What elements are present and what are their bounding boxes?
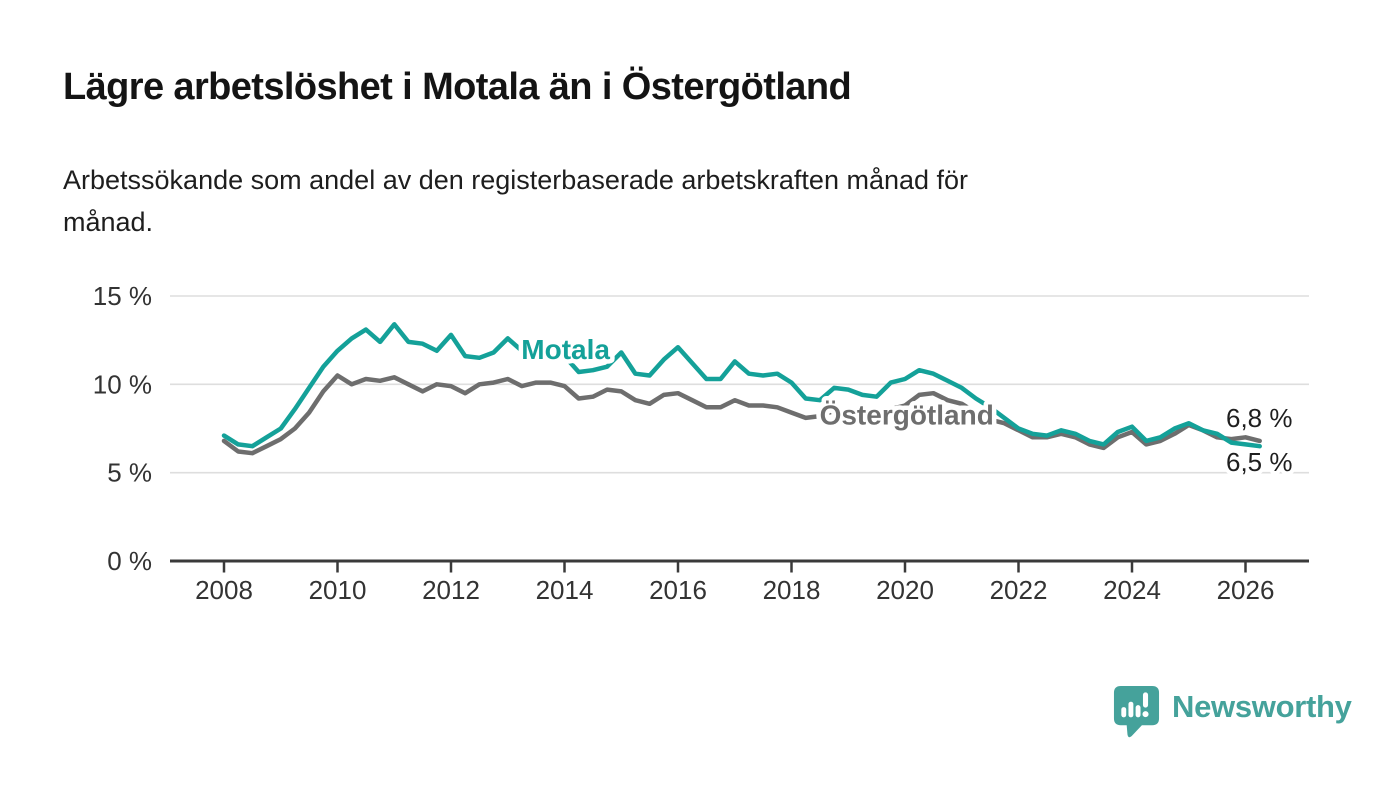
logo-exclamation-bar	[1142, 692, 1149, 708]
y-tick-label: 10 %	[93, 369, 152, 399]
x-tick-label: 2008	[195, 575, 253, 605]
y-tick-label: 5 %	[107, 458, 152, 488]
end-value-label-ostergotland: 6,8 %	[1226, 403, 1293, 433]
newsworthy-logo-icon	[1113, 686, 1160, 738]
x-tick-label: 2018	[763, 575, 821, 605]
chart-subtitle-line-2: månad.	[63, 206, 154, 237]
x-axis	[170, 559, 1309, 573]
series-label-östergötland: Östergötland	[820, 400, 994, 431]
x-axis-labels: 2008 2010 2012 2014 2016 2018 2020 2022 2024 2026	[195, 575, 1274, 605]
x-tick-label: 2010	[309, 575, 367, 605]
logo-exclamation-dot	[1142, 711, 1149, 718]
newsworthy-logo-text: Newsworthy	[1172, 688, 1352, 724]
x-tick-label: 2022	[990, 575, 1048, 605]
chart-subtitle-line-1: Arbetssökande som andel av den registerb…	[63, 165, 969, 195]
y-axis-labels: 0 % 5 % 10 % 15 %	[93, 281, 152, 576]
logo-bar-1	[1121, 707, 1127, 718]
series-lines	[221, 322, 1262, 456]
y-tick-label: 15 %	[93, 281, 152, 311]
series-annotations: Östergötland Motala 6,8 % 6,5 %	[517, 330, 1297, 482]
x-tick-label: 2024	[1103, 575, 1161, 605]
logo-bar-2	[1128, 701, 1134, 718]
series-label-motala: Motala	[521, 334, 610, 365]
x-tick-label: 2016	[649, 575, 707, 605]
y-tick-label: 0 %	[107, 546, 152, 576]
x-tick-label: 2026	[1217, 575, 1275, 605]
chart-subtitle: Arbetssökande som andel av den registerb…	[63, 160, 1353, 244]
logo-bar-3	[1135, 705, 1141, 718]
end-value-label-motala: 6,5 %	[1226, 447, 1293, 477]
page-title: Lägre arbetslöshet i Motala än i Östergö…	[63, 66, 852, 108]
x-tick-label: 2020	[876, 575, 934, 605]
gridlines	[170, 295, 1309, 474]
line-motala	[221, 322, 1262, 449]
line-östergötland	[221, 373, 1262, 456]
x-tick-label: 2014	[536, 575, 594, 605]
newsworthy-logo: Newsworthy	[1112, 684, 1352, 738]
x-tick-label: 2012	[422, 575, 480, 605]
